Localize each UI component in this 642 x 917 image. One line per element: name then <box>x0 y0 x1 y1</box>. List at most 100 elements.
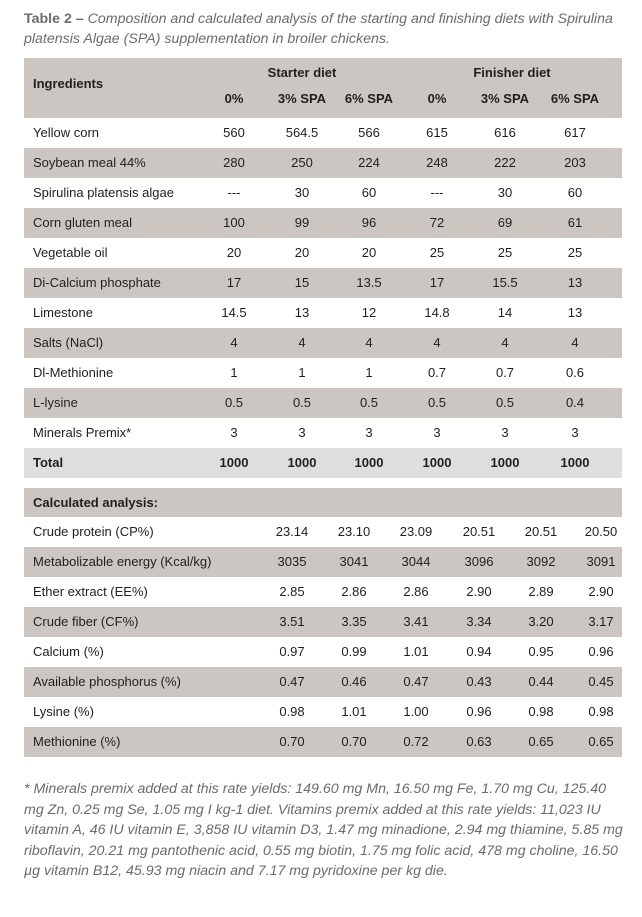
row-label: Salts (NaCl) <box>33 335 104 350</box>
row-value: --- <box>227 185 241 200</box>
row-value: 17 <box>429 275 445 290</box>
row-value: 0.5 <box>495 395 515 410</box>
row-value: 1 <box>365 365 373 380</box>
row-value: 0.99 <box>341 644 367 659</box>
row-value: 15.5 <box>492 275 518 290</box>
caption-label: Table 2 – <box>24 11 84 27</box>
subheader: 0% <box>427 91 447 106</box>
row-value: 0.94 <box>466 644 492 659</box>
row-value: 13 <box>567 305 583 320</box>
total-value: 1000 <box>422 455 452 470</box>
row-value: 72 <box>429 215 445 230</box>
row-value: 564.5 <box>285 125 319 140</box>
row-value: 1.01 <box>403 644 429 659</box>
row-value: 17 <box>226 275 242 290</box>
subheader: 3% SPA <box>277 91 327 106</box>
row-value: 0.98 <box>279 704 305 719</box>
row-value: 13 <box>294 305 310 320</box>
row-value: 3.35 <box>341 614 367 629</box>
table-caption: Table 2 – Composition and calculated ana… <box>24 9 624 49</box>
row-value: 616 <box>494 125 516 140</box>
row-value: 3035 <box>277 554 307 569</box>
table-row: L-lysine 0.5 0.5 0.5 0.5 0.5 0.4 <box>24 388 622 418</box>
row-value: 23.14 <box>275 524 309 539</box>
row-value: 4 <box>571 335 579 350</box>
row-label: Soybean meal 44% <box>33 155 146 170</box>
analysis-rows: Crude protein (CP%) 23.14 23.10 23.09 20.51 2… <box>24 517 622 757</box>
row-label: Available phosphorus (%) <box>33 674 181 689</box>
row-value: 615 <box>426 125 448 140</box>
row-value: 0.46 <box>341 674 367 689</box>
table-header: Ingredients Starter diet Finisher diet 0… <box>24 58 622 118</box>
row-value: 3 <box>365 425 373 440</box>
row-value: 2.90 <box>588 584 614 599</box>
row-value: --- <box>430 185 444 200</box>
table-row: Dl-Methionine 1 1 1 0.7 0.7 0.6 <box>24 358 622 388</box>
row-value: 15 <box>294 275 310 290</box>
row-value: 69 <box>497 215 513 230</box>
row-value: 2.86 <box>341 584 367 599</box>
row-value: 3 <box>298 425 306 440</box>
caption-text: Composition and calculated analysis of t… <box>24 11 613 47</box>
row-value: 0.7 <box>427 365 447 380</box>
table-row: Di-Calcium phosphate 17 15 13.5 17 15.5 13 <box>24 268 622 298</box>
row-value: 20.50 <box>584 524 618 539</box>
total-label: Total <box>33 455 64 470</box>
row-value: 96 <box>361 215 377 230</box>
row-value: 25 <box>567 245 583 260</box>
row-label: Methionine (%) <box>33 734 121 749</box>
row-value: 3.34 <box>466 614 492 629</box>
row-value: 1 <box>230 365 238 380</box>
row-value: 25 <box>497 245 513 260</box>
row-value: 0.98 <box>588 704 614 719</box>
total-value: 1000 <box>354 455 384 470</box>
row-value: 20 <box>226 245 242 260</box>
analysis-header-row: Calculated analysis: <box>24 488 622 517</box>
row-label: Crude fiber (CF%) <box>33 614 139 629</box>
row-value: 61 <box>567 215 583 230</box>
row-value: 2.85 <box>279 584 305 599</box>
row-label: Metabolizable energy (Kcal/kg) <box>33 554 212 569</box>
row-value: 3091 <box>586 554 616 569</box>
row-label: Di-Calcium phosphate <box>33 275 161 290</box>
row-value: 100 <box>223 215 245 230</box>
row-value: 248 <box>426 155 448 170</box>
row-value: 0.7 <box>495 365 515 380</box>
row-value: 3096 <box>464 554 494 569</box>
row-value: 0.96 <box>466 704 492 719</box>
row-label: Calcium (%) <box>33 644 104 659</box>
row-value: 0.6 <box>565 365 585 380</box>
subheader: 0% <box>224 91 244 106</box>
row-value: 99 <box>294 215 310 230</box>
row-label: Lysine (%) <box>33 704 94 719</box>
row-value: 2.86 <box>403 584 429 599</box>
table-row: Crude protein (CP%) 23.14 23.10 23.09 20.51 2… <box>24 517 622 547</box>
row-value: 0.63 <box>466 734 492 749</box>
row-label: Limestone <box>33 305 93 320</box>
table-row: Vegetable oil 20 20 20 25 25 25 <box>24 238 622 268</box>
row-value: 13.5 <box>356 275 382 290</box>
row-value: 4 <box>365 335 373 350</box>
row-label: Dl-Methionine <box>33 365 114 380</box>
row-label: Crude protein (CP%) <box>33 524 154 539</box>
row-value: 12 <box>361 305 377 320</box>
row-value: 4 <box>230 335 238 350</box>
table-row: Spirulina platensis algae --- 30 60 --- 30 60 <box>24 178 622 208</box>
row-value: 60 <box>567 185 583 200</box>
row-value: 20.51 <box>462 524 496 539</box>
row-value: 0.44 <box>528 674 554 689</box>
row-value: 2.90 <box>466 584 492 599</box>
row-label: L-lysine <box>33 395 78 410</box>
ingredient-rows: Yellow corn 560 564.5 566 615 616 617 Soybean m… <box>24 118 622 448</box>
row-value: 1.00 <box>403 704 429 719</box>
ingredients-header: Ingredients <box>33 76 104 91</box>
row-value: 3044 <box>401 554 431 569</box>
total-value: 1000 <box>287 455 317 470</box>
row-value: 0.5 <box>292 395 312 410</box>
analysis-table: Calculated analysis: Crude protein (CP%)… <box>24 488 622 757</box>
row-value: 14.5 <box>221 305 247 320</box>
row-value: 0.65 <box>588 734 614 749</box>
row-value: 3 <box>571 425 579 440</box>
row-label: Ether extract (EE%) <box>33 584 148 599</box>
total-value: 1000 <box>560 455 590 470</box>
